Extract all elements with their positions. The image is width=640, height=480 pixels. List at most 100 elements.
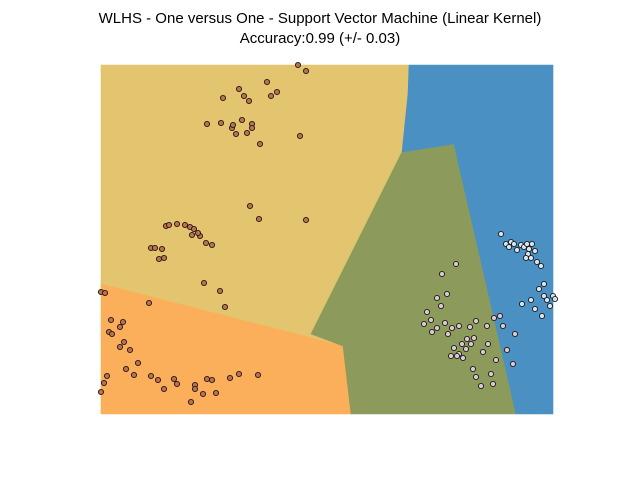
class_1-point-4 — [235, 85, 243, 93]
class_1-point-40 — [200, 279, 208, 287]
class_3-point-12 — [531, 247, 539, 255]
class_1-point-57 — [147, 372, 155, 380]
class_2-point-30 — [490, 314, 498, 322]
class_2-point-13 — [448, 324, 456, 332]
class_1-point-59 — [170, 375, 178, 383]
class_2-point-34 — [487, 370, 495, 378]
decision-regions — [100, 64, 554, 415]
class_2-point-9 — [433, 324, 441, 332]
class_1-point-6 — [240, 92, 248, 100]
class_3-point-24 — [546, 302, 554, 310]
class_2-point-7 — [423, 308, 431, 316]
class_2-point-16 — [467, 340, 475, 348]
class_3-point-9 — [523, 240, 531, 248]
class_1-point-60 — [160, 385, 168, 393]
class_3-point-23 — [551, 295, 559, 303]
class_1-point-22 — [302, 216, 310, 224]
class_3-point-1 — [497, 230, 505, 238]
decision-region-4 — [401, 64, 554, 415]
class_3-point-21 — [543, 296, 551, 304]
class_1-point-26 — [173, 220, 181, 228]
class_2-point-14 — [455, 322, 463, 330]
class_1-point-65 — [203, 375, 211, 383]
class_3-point-3 — [505, 243, 513, 251]
class_2-point-39 — [511, 330, 519, 338]
class_2-point-41 — [509, 360, 517, 368]
class_2-point-33 — [492, 356, 500, 364]
class_1-point-45 — [107, 316, 115, 324]
class_2-point-25 — [453, 352, 461, 360]
class_3-point-19 — [535, 285, 543, 293]
class_2-point-37 — [496, 312, 504, 320]
class_1-point-32 — [194, 229, 202, 237]
class_1-point-49 — [108, 330, 116, 338]
class_1-point-38 — [160, 254, 168, 262]
class_1-point-13 — [203, 120, 211, 128]
class_1-point-7 — [245, 97, 253, 105]
class_1-point-25 — [165, 221, 173, 229]
class_2-point-15 — [463, 335, 471, 343]
class_1-point-54 — [134, 359, 142, 367]
chart-title: WLHS - One versus One - Support Vector M… — [98, 10, 542, 27]
class_1-point-5 — [273, 88, 281, 96]
class_1-point-10 — [238, 116, 246, 124]
class_1-point-67 — [212, 389, 220, 397]
class_1-point-70 — [235, 370, 243, 378]
class_1-point-15 — [232, 130, 240, 138]
class_1-point-64 — [191, 385, 199, 393]
class_2-point-36 — [483, 322, 491, 330]
class_1-point-58 — [154, 376, 162, 384]
class_2-point-17 — [458, 340, 466, 348]
class_2-point-19 — [459, 354, 467, 362]
class_2-point-31 — [484, 340, 492, 348]
class_2-point-40 — [503, 346, 511, 354]
class_3-point-10 — [525, 245, 533, 253]
class_3-point-6 — [513, 246, 521, 254]
chart-subtitle: Accuracy:0.99 (+/- 0.03) — [239, 30, 401, 47]
class_1-point-34 — [208, 241, 216, 249]
class_1-point-68 — [208, 376, 216, 384]
class_3-point-20 — [540, 292, 548, 300]
class_2-point-21 — [472, 373, 480, 381]
class_1-point-36 — [158, 245, 166, 253]
class_2-point-2 — [443, 290, 451, 298]
class_1-point-73 — [100, 379, 108, 387]
class_1-point-44 — [101, 289, 109, 297]
class_1-point-52 — [145, 299, 153, 307]
class_1-point-72 — [103, 372, 111, 380]
class_2-point-29 — [472, 317, 480, 325]
class_3-point-16 — [533, 258, 541, 266]
class_1-point-47 — [119, 318, 127, 326]
class_2-point-32 — [479, 348, 487, 356]
class_2-point-10 — [441, 319, 449, 327]
class_1-point-42 — [221, 303, 229, 311]
class_2-point-20 — [469, 365, 477, 373]
class_2-point-24 — [450, 344, 458, 352]
class_1-point-50 — [120, 338, 128, 346]
class_1-point-69 — [226, 374, 234, 382]
class_1-point-39 — [155, 255, 163, 263]
class_2-point-12 — [444, 330, 452, 338]
class_1-point-27 — [181, 221, 189, 229]
class_1-point-29 — [190, 225, 198, 233]
class_2-point-3 — [438, 270, 446, 278]
class_1-point-17 — [243, 129, 251, 137]
scatter-points — [97, 61, 559, 406]
class_1-point-33 — [202, 239, 210, 247]
class_2-point-4 — [433, 294, 441, 302]
class_1-point-21 — [255, 215, 263, 223]
class_2-point-8 — [420, 320, 428, 328]
class_2-point-38 — [499, 322, 507, 330]
class_3-point-11 — [528, 240, 536, 248]
class_1-point-71 — [254, 371, 262, 379]
class_1-point-41 — [216, 287, 224, 295]
class_1-point-23 — [246, 202, 254, 210]
class_3-point-26 — [518, 300, 526, 308]
class_2-point-23 — [447, 352, 455, 360]
class_1-point-1 — [294, 61, 302, 69]
class_1-point-16 — [229, 121, 237, 129]
class_1-point-9 — [219, 94, 227, 102]
class_3-point-18 — [540, 280, 548, 288]
class_3-point-14 — [527, 254, 535, 262]
